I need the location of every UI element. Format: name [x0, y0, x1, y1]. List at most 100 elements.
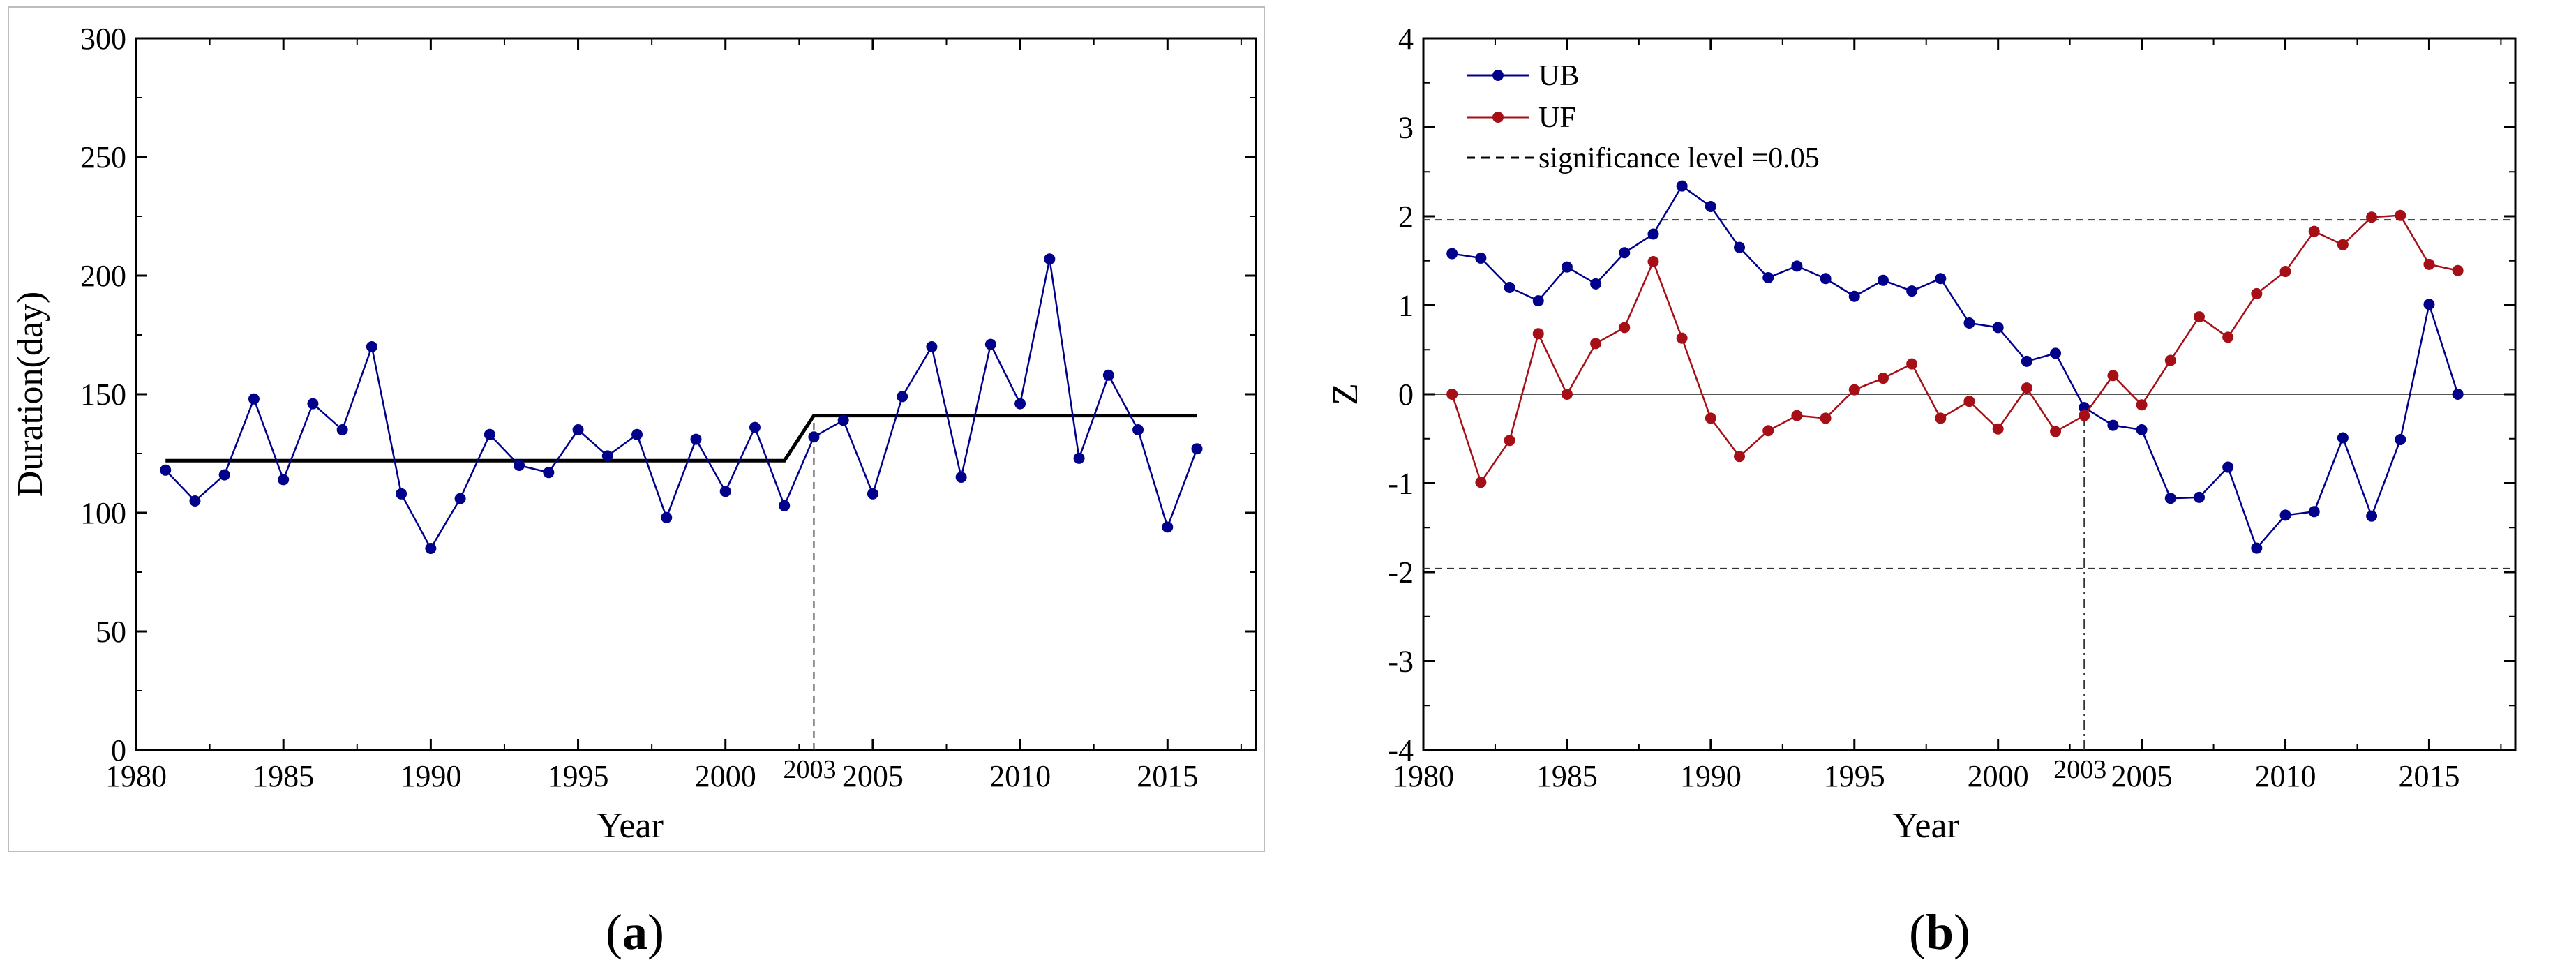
panel-a-x-tick-label: 2005 — [842, 759, 904, 793]
panel-b-ub-point — [1734, 241, 1746, 253]
panel-a-duration-point — [1073, 452, 1085, 464]
panel-b-y-tick-label: 3 — [1398, 111, 1414, 145]
panel-b-ub-point — [2251, 542, 2263, 554]
panel-b-y-tick-label: 2 — [1398, 200, 1414, 234]
panel-a-duration-point — [278, 474, 290, 486]
panel-a-y-tick-label: 300 — [80, 22, 126, 56]
panel-b-uf-point — [1791, 410, 1803, 421]
panel-b-uf-point — [1475, 477, 1487, 488]
panel-a-y-tick-label: 150 — [80, 377, 126, 412]
panel-a: 2003 1980 1985 1990 1995 2000 2005 2010 2015 0 50… — [8, 6, 1265, 960]
panel-b-ub-point — [1992, 322, 2004, 334]
panel-b-ub-point — [1532, 295, 1544, 307]
panel-a-duration-point — [867, 488, 878, 500]
panel-a-duration-point — [336, 424, 348, 435]
panel-a-y-axis-title: Duration(day) — [10, 292, 50, 497]
legend-significance-label: significance level =0.05 — [1538, 142, 1820, 174]
panel-a-plot-area — [135, 37, 1257, 751]
panel-a-duration-point — [719, 486, 731, 497]
panel-a-duration-point — [984, 338, 996, 350]
panel-b-ub-point — [1762, 271, 1774, 283]
panel-a-x-tick-label: 2015 — [1137, 759, 1198, 793]
panel-b-ub-point — [2050, 347, 2062, 359]
panel-b-ub-point — [1791, 260, 1803, 272]
panel-b-ub-point — [2452, 389, 2464, 400]
panel-b-ub-point — [1475, 252, 1487, 264]
panel-b-ub-point — [2279, 509, 2291, 521]
panel-a-duration-point — [396, 488, 407, 500]
panel-b-ub-point — [2366, 510, 2378, 522]
panel-a-duration-point — [1191, 443, 1203, 455]
panel-b-change-point-label: 2003 — [2053, 755, 2106, 784]
panel-a-x-tick-label: 1990 — [400, 759, 461, 793]
panel-a-duration-point — [1014, 398, 1026, 410]
panel-b-uf-point — [2107, 370, 2119, 382]
panel-b-ub-point — [2193, 491, 2205, 503]
panel-a-duration-point — [897, 391, 908, 403]
panel-b-ub-point — [2164, 493, 2176, 504]
panel-a-duration-point — [366, 341, 377, 352]
panel-b-uf-point — [2136, 399, 2148, 411]
panel-b-x-tick-label: 2015 — [2398, 759, 2459, 793]
panel-b-ub-point — [2107, 419, 2119, 431]
panel-b-ub-point — [2423, 299, 2435, 310]
panel-b-ub-point — [1963, 317, 1975, 329]
panel-b-uf-point — [2193, 311, 2205, 323]
panel-a-series — [160, 253, 1203, 554]
panel-a-duration-point — [160, 464, 172, 476]
panel-a-ticks: 1980 1985 1990 1995 2000 2005 2010 2015 0 50 100 15… — [80, 22, 1256, 793]
panel-b-uf-point — [1935, 412, 1947, 424]
panel-a-y-tick-label: 200 — [80, 259, 126, 293]
panel-b: 2003 1980 1985 1990 1995 2000 2005 2010 2015 -4 -… — [1326, 22, 2517, 960]
panel-b-uf-point — [2366, 211, 2378, 223]
panel-a-y-tick-label: 100 — [80, 496, 126, 530]
panel-b-y-tick-label: 1 — [1398, 289, 1414, 323]
panel-a-duration-point — [218, 469, 230, 481]
panel-b-ub-point — [2222, 461, 2234, 473]
panel-b-ub-point — [2308, 506, 2320, 518]
legend-ub-marker — [1492, 70, 1504, 81]
panel-b-uf-point — [1705, 412, 1716, 424]
panel-b-y-tick-label: 0 — [1398, 377, 1414, 412]
panel-b-ub-point — [1705, 200, 1716, 212]
panel-a-duration-point — [425, 543, 437, 554]
panel-b-ticks: 1980 1985 1990 1995 2000 2005 2010 2015 -4 -3 -2 -1… — [1388, 22, 2515, 793]
panel-b-uf-point — [1590, 338, 1602, 350]
panel-a-duration-point — [1102, 369, 1114, 381]
panel-b-uf-point — [1992, 423, 2004, 435]
panel-b-uf-point — [2395, 209, 2406, 221]
panel-b-ub-point — [1446, 248, 1458, 260]
panel-b-x-tick-label: 2010 — [2255, 759, 2316, 793]
panel-a-y-tick-label: 0 — [111, 733, 126, 767]
panel-b-ub-point — [2337, 432, 2349, 444]
panel-b-ub-point — [1877, 274, 1889, 286]
panel-b-ub-point — [2021, 355, 2032, 367]
panel-b-ub-point — [1848, 290, 1860, 302]
panel-a-border — [8, 6, 1265, 852]
panel-a-change-point-label: 2003 — [783, 755, 836, 784]
panel-b-uf-point — [1532, 328, 1544, 340]
panel-a-y-tick-label: 50 — [96, 615, 126, 649]
panel-a-duration-point — [601, 450, 613, 462]
panel-b-series — [1446, 180, 2464, 554]
panel-b-x-axis-title: Year — [1892, 806, 1959, 846]
panel-b-ub-point — [1504, 282, 1515, 293]
legend-uf-marker — [1492, 112, 1504, 123]
panel-a-duration-point — [484, 428, 495, 440]
panel-b-uf-point — [1762, 425, 1774, 437]
panel-b-uf-point — [2079, 410, 2090, 421]
panel-a-x-tick-label: 1995 — [548, 759, 609, 793]
panel-b-y-tick-label: -2 — [1388, 555, 1414, 590]
panel-a-x-axis-title: Year — [597, 806, 664, 846]
panel-a-duration-point — [572, 424, 584, 435]
panel-a-duration-point — [1132, 424, 1144, 435]
panel-a-duration-point — [631, 428, 643, 440]
panel-b-y-tick-label: -3 — [1388, 645, 1414, 679]
panel-a-duration-point — [543, 467, 555, 479]
panel-b-legend: UB UF significance level =0.05 — [1467, 60, 1820, 174]
panel-a-duration-point — [779, 500, 791, 511]
panel-b-uf-point — [1446, 389, 1458, 400]
panel-a-duration-point — [1044, 253, 1056, 265]
panel-a-duration-point — [926, 341, 938, 352]
